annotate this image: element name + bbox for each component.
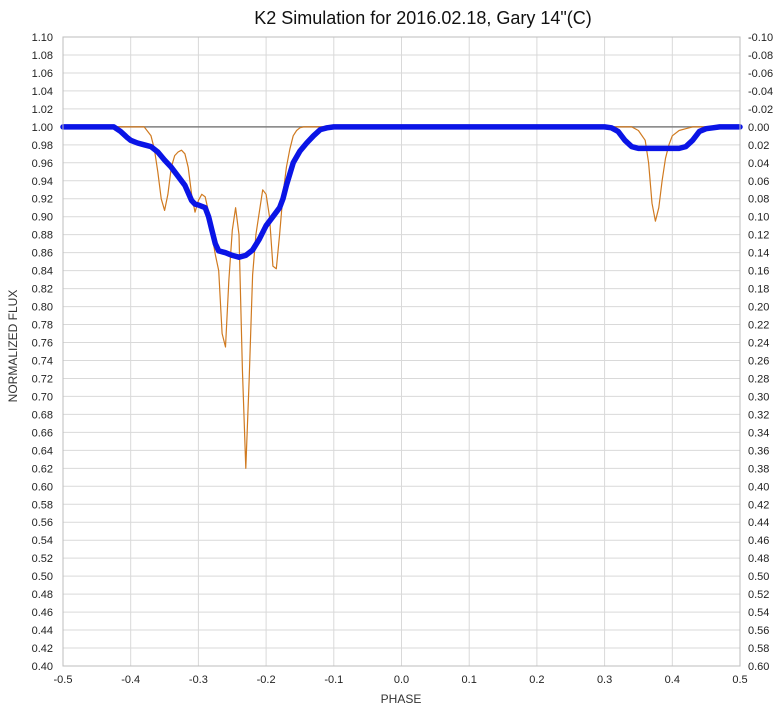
y-tick-label-left: 0.90 xyxy=(32,212,53,224)
y-tick-label-right: 0.18 xyxy=(748,284,769,296)
x-tick-label: -0.5 xyxy=(54,674,73,686)
y-tick-label-left: 1.00 xyxy=(32,122,53,134)
y-tick-label-left: 0.62 xyxy=(32,463,53,475)
x-tick-label: 0.2 xyxy=(529,674,544,686)
y-tick-label-right: 0.06 xyxy=(748,176,769,188)
y-tick-label-right: 0.50 xyxy=(748,571,769,583)
x-axis-ticks: -0.5 -0.4 -0.3 -0.2 -0.1 0.0 0.1 0.2 0.3 0.4 0.5 xyxy=(54,674,748,686)
series-line-simulated xyxy=(60,124,743,260)
y-tick-label-left: 0.68 xyxy=(32,409,53,421)
y-tick-label-right: 0.20 xyxy=(748,302,769,314)
y-tick-label-left: 0.50 xyxy=(32,571,53,583)
y-tick-label-left: 0.94 xyxy=(32,176,53,188)
y-axis-right-ticks: -0.10 -0.08 -0.06 -0.04 -0.02 0.00 0.02 0.04 0.0… xyxy=(748,32,773,673)
y-tick-label-left: 0.88 xyxy=(32,230,53,242)
y-tick-label-left: 0.70 xyxy=(32,391,53,403)
x-tick-label: 0.1 xyxy=(462,674,477,686)
x-tick-label: -0.3 xyxy=(189,674,208,686)
x-tick-label: 0.3 xyxy=(597,674,612,686)
y-tick-label-left: 0.84 xyxy=(32,266,53,278)
y-tick-label-right: 0.30 xyxy=(748,391,769,403)
y-tick-label-left: 0.66 xyxy=(32,427,53,439)
y-tick-label-left: 1.10 xyxy=(32,32,53,44)
plot-frame xyxy=(62,36,741,667)
x-tick-label: -0.4 xyxy=(121,674,140,686)
x-tick-label: -0.1 xyxy=(324,674,343,686)
y-tick-label-right: 0.36 xyxy=(748,445,769,457)
y-tick-label-right: -0.08 xyxy=(748,50,773,62)
y-tick-label-right: 0.26 xyxy=(748,355,769,367)
y-tick-label-right: -0.02 xyxy=(748,104,773,116)
y-tick-label-left: 0.60 xyxy=(32,481,53,493)
y-tick-label-left: 0.92 xyxy=(32,194,53,206)
y-tick-label-left: 0.76 xyxy=(32,338,53,350)
y-tick-label-left: 0.64 xyxy=(32,445,53,457)
y-tick-label-right: -0.06 xyxy=(748,68,773,80)
y-tick-label-right: 0.56 xyxy=(748,625,769,637)
y-axis-left-ticks: 1.10 1.08 1.06 1.04 1.02 1.00 0.98 0.96 0.94 0.92… xyxy=(32,32,53,673)
y-tick-label-right: -0.10 xyxy=(748,32,773,44)
y-tick-label-right: 0.46 xyxy=(748,535,769,547)
y-tick-label-left: 0.46 xyxy=(32,607,53,619)
y-tick-label-right: 0.12 xyxy=(748,230,769,242)
y-tick-label-right: 0.08 xyxy=(748,194,769,206)
y-tick-label-right: 0.44 xyxy=(748,517,769,529)
y-tick-label-left: 0.96 xyxy=(32,158,53,170)
y-axis-label: NORMALIZED FLUX xyxy=(6,290,20,403)
y-tick-label-left: 0.78 xyxy=(32,320,53,332)
series-group xyxy=(60,124,743,469)
y-tick-label-left: 1.02 xyxy=(32,104,53,116)
y-tick-label-left: 0.56 xyxy=(32,517,53,529)
x-tick-label: -0.2 xyxy=(257,674,276,686)
x-tick-label: 0.4 xyxy=(665,674,680,686)
y-tick-label-left: 1.06 xyxy=(32,68,53,80)
y-tick-label-left: 0.44 xyxy=(32,625,53,637)
chart-title: K2 Simulation for 2016.02.18, Gary 14"(C… xyxy=(254,8,592,28)
y-tick-label-left: 0.54 xyxy=(32,535,53,547)
y-tick-label-right: 0.32 xyxy=(748,409,769,421)
y-tick-label-right: 0.04 xyxy=(748,158,769,170)
y-tick-label-left: 0.72 xyxy=(32,373,53,385)
x-tick-label: 0.0 xyxy=(394,674,409,686)
y-tick-label-left: 0.52 xyxy=(32,553,53,565)
y-tick-label-right: 0.16 xyxy=(748,266,769,278)
y-tick-label-right: 0.42 xyxy=(748,499,769,511)
x-axis-label: PHASE xyxy=(381,692,422,706)
y-tick-label-left: 0.82 xyxy=(32,284,53,296)
y-tick-label-right: 0.54 xyxy=(748,607,769,619)
y-tick-label-right: 0.22 xyxy=(748,320,769,332)
y-tick-label-right: 0.02 xyxy=(748,140,769,152)
y-tick-label-left: 0.48 xyxy=(32,589,53,601)
y-tick-label-left: 0.86 xyxy=(32,248,53,260)
y-tick-label-left: 0.98 xyxy=(32,140,53,152)
y-tick-label-right: -0.04 xyxy=(748,86,773,98)
y-tick-label-left: 0.42 xyxy=(32,643,53,655)
y-tick-label-right: 0.48 xyxy=(748,553,769,565)
y-tick-label-left: 0.58 xyxy=(32,499,53,511)
series-line-observed xyxy=(62,126,741,469)
y-tick-label-left: 0.74 xyxy=(32,355,53,367)
y-tick-label-right: 0.40 xyxy=(748,481,769,493)
x-tick-label: 0.5 xyxy=(732,674,747,686)
y-tick-label-left: 1.04 xyxy=(32,86,53,98)
y-tick-label-right: 0.58 xyxy=(748,643,769,655)
y-tick-label-right: 0.38 xyxy=(748,463,769,475)
y-tick-label-right: 0.34 xyxy=(748,427,769,439)
y-tick-label-right: 0.52 xyxy=(748,589,769,601)
y-tick-label-right: 0.00 xyxy=(748,122,769,134)
y-tick-label-right: 0.60 xyxy=(748,661,769,673)
y-tick-label-left: 0.40 xyxy=(32,661,53,673)
y-tick-label-left: 0.80 xyxy=(32,302,53,314)
y-tick-label-right: 0.14 xyxy=(748,248,769,260)
y-tick-label-right: 0.24 xyxy=(748,338,769,350)
y-tick-label-right: 0.10 xyxy=(748,212,769,224)
y-tick-label-right: 0.28 xyxy=(748,373,769,385)
y-tick-label-left: 1.08 xyxy=(32,50,53,62)
